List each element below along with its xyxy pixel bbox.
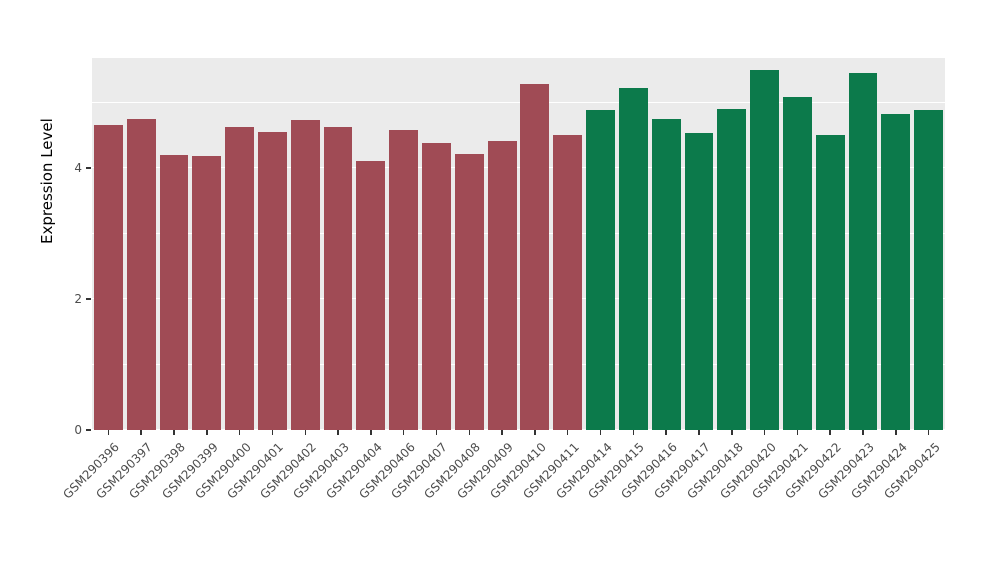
bar-GSM290408 — [454, 153, 484, 430]
bar-GSM290397 — [126, 118, 156, 430]
x-tick-mark — [173, 430, 175, 435]
bar-GSM290404 — [356, 161, 386, 430]
bar-GSM290420 — [750, 69, 779, 430]
bar-GSM290415 — [618, 88, 648, 430]
x-tick-mark — [698, 430, 700, 435]
bar-GSM290411 — [553, 135, 583, 430]
x-tick-mark — [140, 430, 142, 435]
x-tick-mark — [665, 430, 667, 435]
x-tick-mark — [599, 430, 602, 435]
bar-GSM290406 — [389, 130, 419, 430]
bar-GSM290400 — [225, 127, 255, 430]
bar-GSM290414 — [586, 110, 615, 430]
bar-GSM290407 — [422, 143, 451, 430]
x-tick-mark — [501, 430, 503, 435]
y-tick-label: 4 — [74, 161, 82, 176]
x-tick-mark — [271, 430, 274, 435]
x-tick-mark — [304, 430, 306, 435]
bar-GSM290399 — [192, 156, 222, 430]
x-tick-mark — [370, 430, 372, 435]
x-tick-mark — [402, 430, 405, 435]
bar-GSM290401 — [258, 132, 287, 430]
bar-GSM290398 — [159, 154, 189, 430]
bar-GSM290403 — [323, 126, 353, 430]
gridline-major — [92, 297, 945, 300]
gridline-major — [92, 166, 945, 169]
bar-GSM290417 — [684, 133, 714, 430]
x-tick-mark — [107, 430, 110, 435]
x-tick-mark — [206, 430, 208, 435]
x-tick-mark — [927, 430, 930, 435]
gridline-minor — [92, 363, 945, 365]
x-tick-mark — [238, 430, 241, 435]
bar-GSM290409 — [487, 140, 517, 430]
x-tick-mark — [796, 430, 799, 435]
bar-GSM290423 — [848, 73, 878, 430]
x-tick-mark — [534, 430, 536, 435]
x-tick-mark — [862, 430, 864, 435]
x-tick-mark — [731, 430, 733, 435]
x-tick-mark — [337, 430, 339, 435]
bar-GSM290418 — [717, 109, 747, 430]
gridline-major — [92, 428, 945, 430]
y-tick-mark — [86, 298, 91, 300]
y-axis-title: Expression Level — [38, 118, 56, 244]
x-tick-mark — [566, 430, 569, 435]
bar-GSM290402 — [290, 120, 320, 430]
bar-GSM290425 — [914, 110, 944, 430]
bar-GSM290396 — [93, 125, 123, 430]
y-tick-label: 0 — [74, 423, 82, 437]
y-tick-mark — [86, 167, 91, 169]
bar-GSM290416 — [651, 118, 681, 430]
x-tick-mark — [829, 430, 831, 435]
bar-GSM290424 — [881, 114, 911, 430]
bar-GSM290410 — [520, 84, 550, 430]
y-tick-mark — [86, 429, 91, 431]
plot-panel — [92, 58, 945, 430]
bar-GSM290422 — [815, 135, 845, 430]
x-tick-mark — [435, 430, 438, 435]
y-tick-label: 2 — [74, 292, 82, 306]
x-tick-mark — [895, 430, 897, 435]
x-tick-mark — [632, 430, 635, 435]
x-tick-mark — [763, 430, 766, 435]
x-tick-mark — [468, 430, 471, 435]
gridline-minor — [92, 101, 945, 103]
gridline-minor — [92, 232, 945, 234]
bar-GSM290421 — [782, 97, 812, 430]
